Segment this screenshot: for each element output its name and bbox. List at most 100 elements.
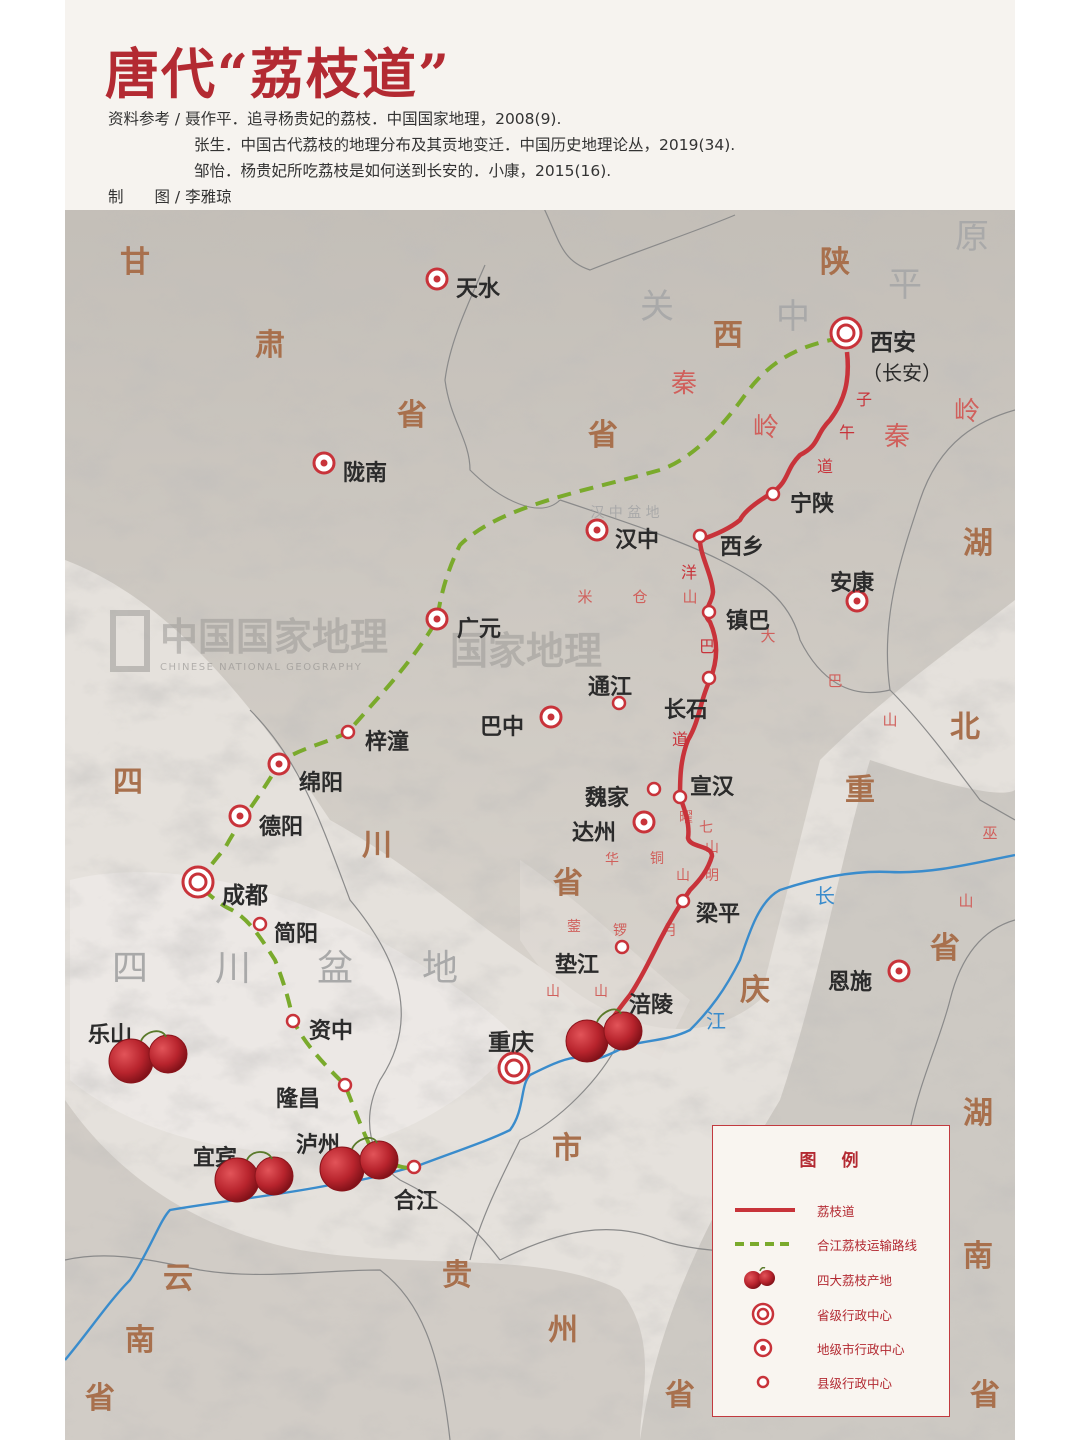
region-sichuan-1: 四 bbox=[113, 765, 143, 800]
plain-basin-3: 盆 bbox=[317, 948, 353, 989]
region-hubei-2: 北 bbox=[950, 710, 980, 745]
plain-guanzhong-3: 平 bbox=[888, 265, 922, 305]
liangping-county-marker bbox=[675, 893, 691, 909]
fuling-lychee-2 bbox=[603, 1011, 643, 1051]
region-yunnan-3: 省 bbox=[85, 1381, 115, 1416]
fuling-lychee-stem bbox=[596, 1008, 622, 1023]
luzhou-lychee-2 bbox=[359, 1140, 399, 1180]
dianjiang-label: 垫江 bbox=[555, 952, 599, 978]
hejiang-transport-route bbox=[195, 336, 842, 1170]
zitong-county-marker bbox=[340, 724, 356, 740]
region-hubei-3: 省 bbox=[930, 931, 960, 966]
deyang-prefecture-marker-dot bbox=[236, 812, 244, 820]
watermark-text-2: 国家地理 bbox=[450, 628, 602, 673]
luzhou-lychee-stem bbox=[351, 1136, 378, 1150]
longnan-prefecture-marker-dot bbox=[320, 459, 328, 467]
mianyang-prefecture-marker-dot bbox=[275, 760, 283, 768]
tongjiang-county-marker bbox=[611, 695, 627, 711]
legend-item-province: 省级行政中心 bbox=[727, 1302, 942, 1326]
region-shaanxi-3: 省 bbox=[588, 418, 618, 453]
xuanhan-label: 宣汉 bbox=[690, 774, 735, 800]
zhenba-county-marker bbox=[701, 604, 717, 620]
region-hunan-3: 省 bbox=[970, 1378, 1000, 1413]
legend-item-prefecture: 地级市行政中心 bbox=[727, 1336, 942, 1360]
ningshan-county-marker bbox=[765, 486, 781, 502]
hanzhong-prefecture-marker-dot bbox=[593, 526, 601, 534]
xian-province-marker-inner bbox=[836, 323, 856, 343]
tongjiang-label: 通江 bbox=[588, 675, 632, 700]
yangtze-river bbox=[65, 853, 1015, 1361]
lychee-origins bbox=[108, 1008, 643, 1203]
page-title: 唐代“荔枝道” bbox=[105, 42, 452, 106]
legend-item-transport: 合江荔枝运输路线 bbox=[727, 1232, 942, 1256]
guangyuan-prefecture-marker-dot bbox=[433, 615, 441, 623]
plain-guanzhong-2: 中 bbox=[776, 297, 810, 337]
region-shaanxi-1: 陕 bbox=[820, 245, 850, 280]
dianjiang-county-marker bbox=[614, 939, 630, 955]
liangping-label: 梁平 bbox=[695, 902, 740, 927]
dazhou-label: 达州 bbox=[572, 821, 616, 846]
leshan-lychee-stem bbox=[140, 1030, 167, 1042]
mtn-daba-3: 山 bbox=[882, 711, 897, 729]
route-labels: 子 午 道 洋 巴 道 bbox=[672, 390, 872, 749]
reference-line-2: 张生．中国古代荔枝的地理分布及其贡地变迁．中国历史地理论丛，2019(34). bbox=[194, 136, 736, 154]
route-ziwu-1: 子 bbox=[856, 390, 872, 409]
county-center-icon bbox=[756, 1375, 770, 1389]
ankang-label: 安康 bbox=[830, 570, 875, 596]
legend-item-route: 荔枝道 bbox=[727, 1198, 942, 1222]
dashed-line-icon bbox=[735, 1242, 795, 1246]
region-hunan-1: 湖 bbox=[963, 1096, 993, 1131]
left-margin bbox=[0, 0, 65, 1440]
legend-item-origin: 四大荔枝产地 bbox=[727, 1267, 942, 1291]
region-gansu-3: 省 bbox=[397, 398, 427, 433]
route-ziwu-2: 午 bbox=[839, 423, 855, 442]
reference-line-3: 邹怡．杨贵妃所吃荔枝是如何送到长安的．小康，2015(16). bbox=[194, 162, 612, 180]
changshi-county-marker bbox=[701, 670, 717, 686]
chengdu-label: 成都 bbox=[222, 883, 268, 909]
plain-labels: 关 中 平 原 四 川 盆 地 汉 中 盆 地 bbox=[112, 217, 989, 989]
region-labels: 甘 肃 省 陕 西 省 四 川 省 湖 北 省 湖 南 省 重 庆 市 贵 州 … bbox=[85, 245, 1000, 1416]
chengdu-province-marker-inner bbox=[188, 872, 208, 892]
mtn-tongluo-3: 山 bbox=[594, 984, 608, 1000]
jianyang-label: 简阳 bbox=[274, 921, 318, 947]
river-labels: 长 江 bbox=[706, 884, 835, 1033]
longchang-label: 隆昌 bbox=[276, 1087, 320, 1112]
deyang-label: 德阳 bbox=[259, 814, 303, 840]
plain-basin-1: 四 bbox=[112, 948, 148, 989]
jianyang-county-marker bbox=[252, 916, 268, 932]
mtn-wushan-2: 山 bbox=[958, 892, 973, 910]
chongqing-label: 重庆 bbox=[488, 1029, 534, 1056]
ankang-prefecture-marker-dot bbox=[853, 597, 861, 605]
enshi-label: 恩施 bbox=[828, 969, 872, 995]
leshan-lychee-1 bbox=[108, 1038, 154, 1084]
mtn-mingyue-3: 山 bbox=[676, 868, 690, 884]
region-gansu-1: 甘 bbox=[120, 245, 150, 280]
region-shaanxi-2: 西 bbox=[713, 318, 743, 353]
mtn-qinling-2: 岭 bbox=[753, 413, 779, 443]
region-guizhou-2: 州 bbox=[548, 1313, 578, 1348]
yibin-lychee-stem bbox=[246, 1151, 273, 1161]
fuling-label: 涪陵 bbox=[629, 992, 674, 1018]
cartographer-credit: 制 图 / 李雅琼 bbox=[108, 188, 232, 206]
yibin-lychee-2 bbox=[254, 1156, 294, 1196]
luzhou-lychee-1 bbox=[319, 1146, 365, 1192]
region-gansu-2: 肃 bbox=[255, 328, 285, 363]
prefecture-center-icon bbox=[753, 1338, 773, 1358]
bazhong-prefecture-marker-dot bbox=[547, 713, 555, 721]
plain-basin-2: 川 bbox=[215, 948, 251, 989]
watermark-subtext: CHINESE NATIONAL GEOGRAPHY bbox=[160, 662, 362, 673]
mianyang-label: 绵阳 bbox=[299, 770, 343, 796]
legend-item-county: 县级行政中心 bbox=[727, 1370, 942, 1394]
yibin-lychee-1 bbox=[214, 1157, 260, 1203]
mtn-huaying-1: 华 bbox=[605, 852, 619, 868]
watermark-text: 中国国家地理 bbox=[160, 614, 388, 659]
legend-label-transport: 合江荔枝运输路线 bbox=[817, 1238, 918, 1253]
chongqing-province-marker-inner bbox=[504, 1058, 524, 1078]
leshan-lychee-2 bbox=[148, 1034, 188, 1074]
zizhong-county-marker bbox=[285, 1013, 301, 1029]
weijia-county-marker bbox=[646, 781, 662, 797]
route-yangba-1: 洋 bbox=[681, 563, 697, 582]
mtn-qinling-3: 秦 bbox=[884, 422, 910, 452]
xixiang-label: 西乡 bbox=[720, 535, 764, 560]
